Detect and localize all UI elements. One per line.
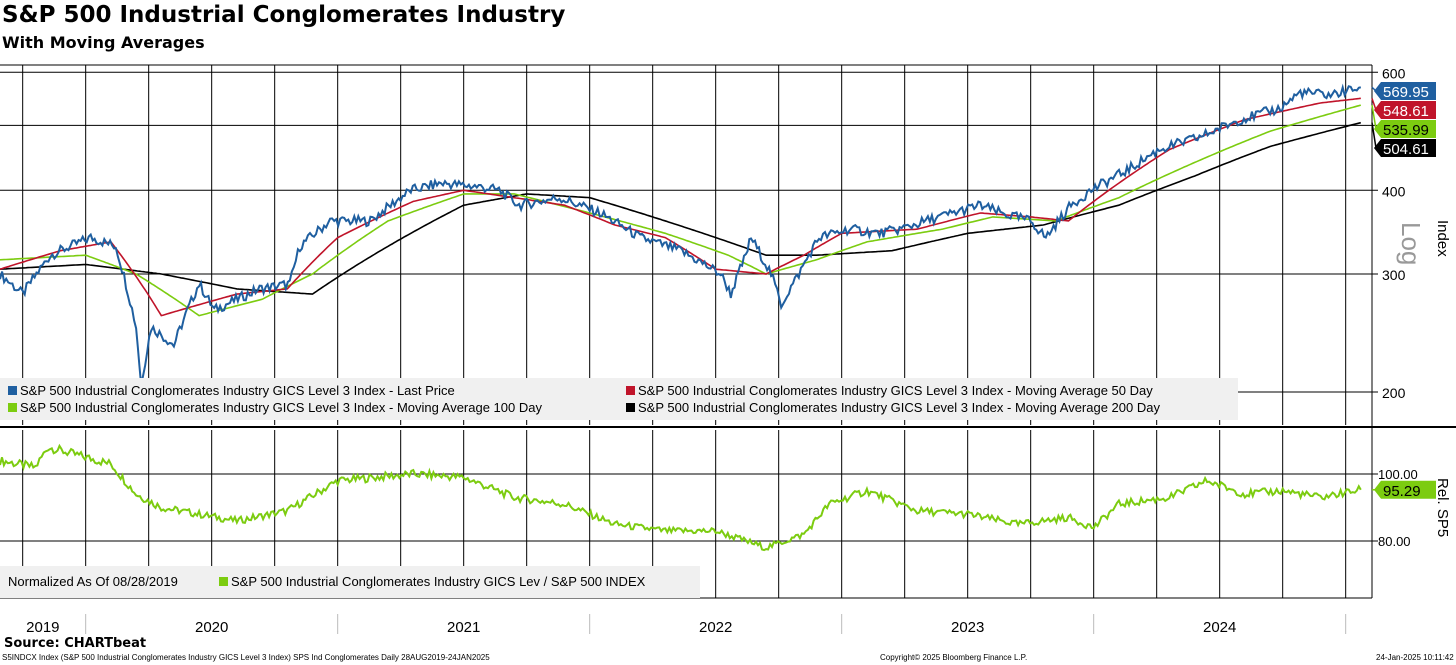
series-ma100-line	[0, 104, 1362, 317]
last-value-ma100-leader	[1371, 104, 1377, 130]
last-value-ma50: 548.61	[1383, 103, 1429, 120]
last-value-ma200-bg	[1374, 139, 1436, 157]
chart-subtitle: With Moving Averages	[2, 33, 205, 52]
x-tick-label: 2019	[26, 619, 59, 636]
x-tick-label: 2022	[699, 619, 732, 636]
y-tick-label: 400	[1382, 183, 1406, 199]
x-tick-label: 2020	[195, 619, 228, 636]
last-value-ma100-bg	[1374, 120, 1436, 138]
chart-title: S&P 500 Industrial Conglomerates Industr…	[2, 2, 566, 28]
y-tick-label: 100.00	[1378, 467, 1418, 482]
legend-item: S&P 500 Industrial Conglomerates Industr…	[231, 574, 646, 589]
legend-bottom-bg	[0, 566, 700, 598]
legend-swatch	[219, 577, 228, 586]
last-value-price: 569.95	[1383, 84, 1429, 101]
last-value-relative: 95.29	[1383, 483, 1421, 500]
legend-swatch	[8, 403, 17, 412]
series-price-line	[0, 83, 1362, 385]
source-label: Source: CHARTbeat	[4, 636, 147, 651]
series-ma50-line	[0, 97, 1361, 317]
y-axis-label: Index	[1434, 220, 1451, 257]
legend-swatch	[626, 403, 635, 412]
series-relative-line	[0, 443, 1362, 552]
last-value-ma100: 535.99	[1383, 122, 1429, 139]
last-value-ma200: 504.61	[1383, 141, 1429, 158]
x-tick-label: 2023	[951, 619, 984, 636]
last-value-ma50-bg	[1374, 101, 1436, 119]
legend-item: S&P 500 Industrial Conglomerates Industr…	[638, 400, 1160, 415]
last-value-ma200-leader	[1371, 122, 1377, 149]
legend-item: S&P 500 Industrial Conglomerates Industr…	[20, 400, 542, 415]
y-tick-label: 80.00	[1378, 534, 1411, 549]
footer-copyright: Copyright© 2025 Bloomberg Finance L.P.	[880, 653, 1028, 662]
legend-top-bg	[0, 378, 1238, 420]
scale-label: Log	[1396, 222, 1426, 265]
y-axis-label-bottom: Rel. SP5	[1434, 478, 1451, 537]
x-tick-label: 2024	[1203, 619, 1236, 636]
legend-swatch	[8, 386, 17, 395]
last-value-relative-bg	[1374, 480, 1436, 499]
legend-note: Normalized As Of 08/28/2019	[8, 574, 178, 589]
legend-item: S&P 500 Industrial Conglomerates Industr…	[20, 383, 455, 398]
footer-description: S5INDCX Index (S&P 500 Industrial Conglo…	[2, 653, 490, 662]
y-tick-label: 600	[1382, 65, 1406, 81]
y-tick-label: 300	[1382, 267, 1406, 283]
last-value-price-bg	[1374, 82, 1436, 100]
footer-timestamp: 24-Jan-2025 10:11:42	[1376, 653, 1454, 662]
legend-item: S&P 500 Industrial Conglomerates Industr…	[638, 383, 1153, 398]
y-tick-label: 200	[1382, 385, 1406, 401]
series-ma200-line	[0, 121, 1362, 295]
last-value-ma50-leader	[1371, 98, 1377, 111]
legend-swatch	[626, 386, 635, 395]
x-tick-label: 2021	[447, 619, 480, 636]
